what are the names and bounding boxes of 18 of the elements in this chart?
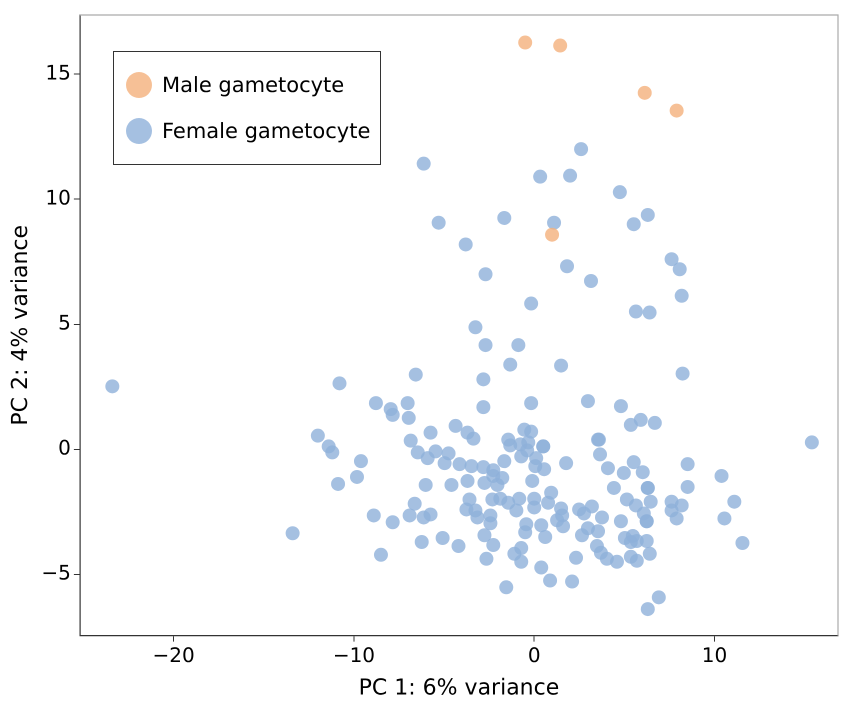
y-tick-label: 0 — [58, 436, 71, 460]
point — [670, 104, 684, 118]
y-tick-label: 15 — [45, 60, 71, 84]
legend-label: Female gametocyte — [162, 119, 370, 143]
point — [638, 86, 652, 100]
y-tick-label: 5 — [58, 310, 71, 334]
y-axis-title: PC 2: 4% variance — [8, 224, 33, 426]
point — [518, 36, 532, 50]
y-tick-label: 10 — [45, 185, 71, 210]
x-axis-title: PC 1: 6% variance — [358, 676, 560, 701]
x-tick-label: 0 — [528, 642, 541, 667]
point — [545, 228, 560, 242]
x-tick-label: −20 — [152, 642, 195, 667]
x-tick-label: 10 — [702, 642, 728, 667]
x-tick-label: −10 — [332, 642, 376, 667]
legend-label: Male gametocyte — [162, 73, 344, 97]
y-tick-label: −5 — [41, 560, 71, 585]
point — [553, 38, 568, 53]
